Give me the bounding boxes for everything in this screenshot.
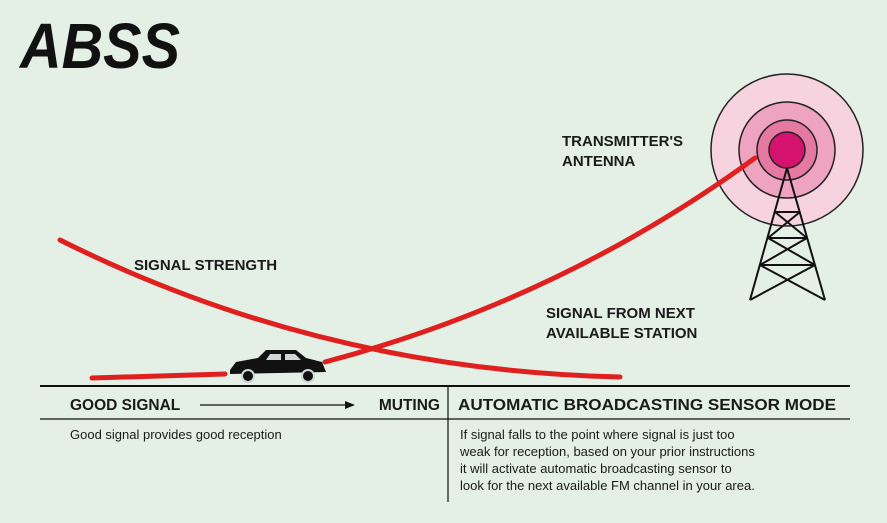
antenna-label: TRANSMITTER'S: [562, 133, 683, 150]
table-cell: it will activate automatic broadcasting …: [460, 461, 732, 476]
page: ABSS TRANSMITTER'S ANTENNA SIGNAL STRENG…: [0, 0, 887, 523]
table-cell: weak for reception, based on your prior …: [459, 444, 755, 459]
table-header: GOOD SIGNAL: [70, 397, 180, 414]
table-header: AUTOMATIC BROADCASTING SENSOR MODE: [458, 397, 836, 414]
table-cell: If signal falls to the point where signa…: [460, 427, 735, 442]
table-cell: look for the next available FM channel i…: [460, 478, 755, 493]
logo: ABSS: [18, 10, 180, 82]
table-header: MUTING: [379, 397, 440, 414]
diagram: ABSS TRANSMITTER'S ANTENNA SIGNAL STRENG…: [0, 0, 887, 523]
antenna-label: ANTENNA: [562, 153, 635, 170]
signal-strength-label: SIGNAL STRENGTH: [134, 257, 277, 274]
next-station-label: AVAILABLE STATION: [546, 325, 697, 342]
table-cell: Good signal provides good reception: [70, 427, 282, 442]
next-station-label: SIGNAL FROM NEXT: [546, 305, 695, 322]
